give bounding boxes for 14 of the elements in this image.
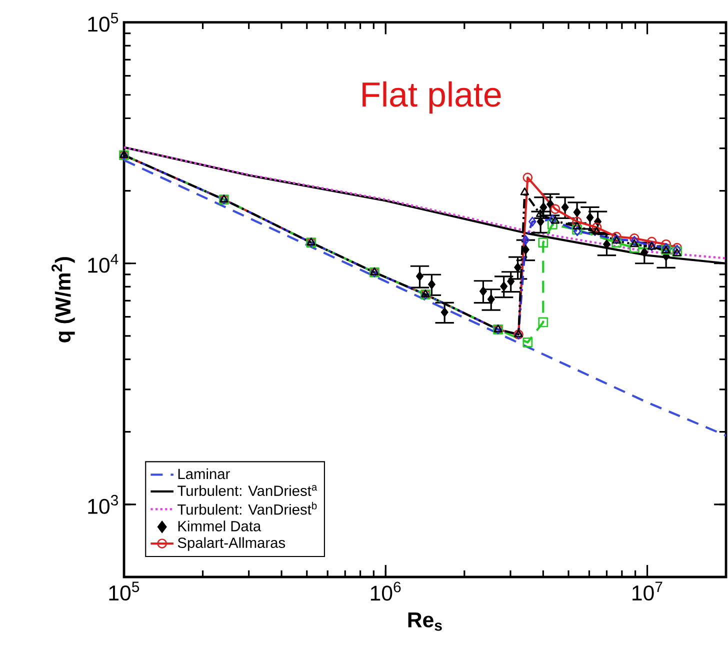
x-tick-label: 10$^{6}$ — [370, 582, 401, 601]
legend-label: Turbulent: VanDriest$^{a}$ — [178, 485, 318, 496]
legend-label: Turbulent: VanDriest$^{b}$ — [178, 502, 317, 515]
y-tick-label: 10$^{4}$ — [88, 254, 118, 273]
y-tick-label: 10$^{5}$ — [88, 12, 118, 32]
text: q (W/m$^{2}$) — [52, 257, 75, 342]
y-tick-label: 10$^{3}$ — [88, 494, 118, 514]
text: Flat plate — [362, 81, 501, 114]
text: Re$_{s}$ — [408, 612, 442, 631]
legend-label: Laminar — [178, 468, 230, 480]
x-tick-label: 10$^{7}$ — [632, 582, 662, 601]
legend-label: Kimmel Data — [178, 520, 262, 532]
legend-label: Spalart-Allmaras — [178, 537, 286, 551]
x-tick-label: 10$^{5}$ — [109, 582, 140, 601]
